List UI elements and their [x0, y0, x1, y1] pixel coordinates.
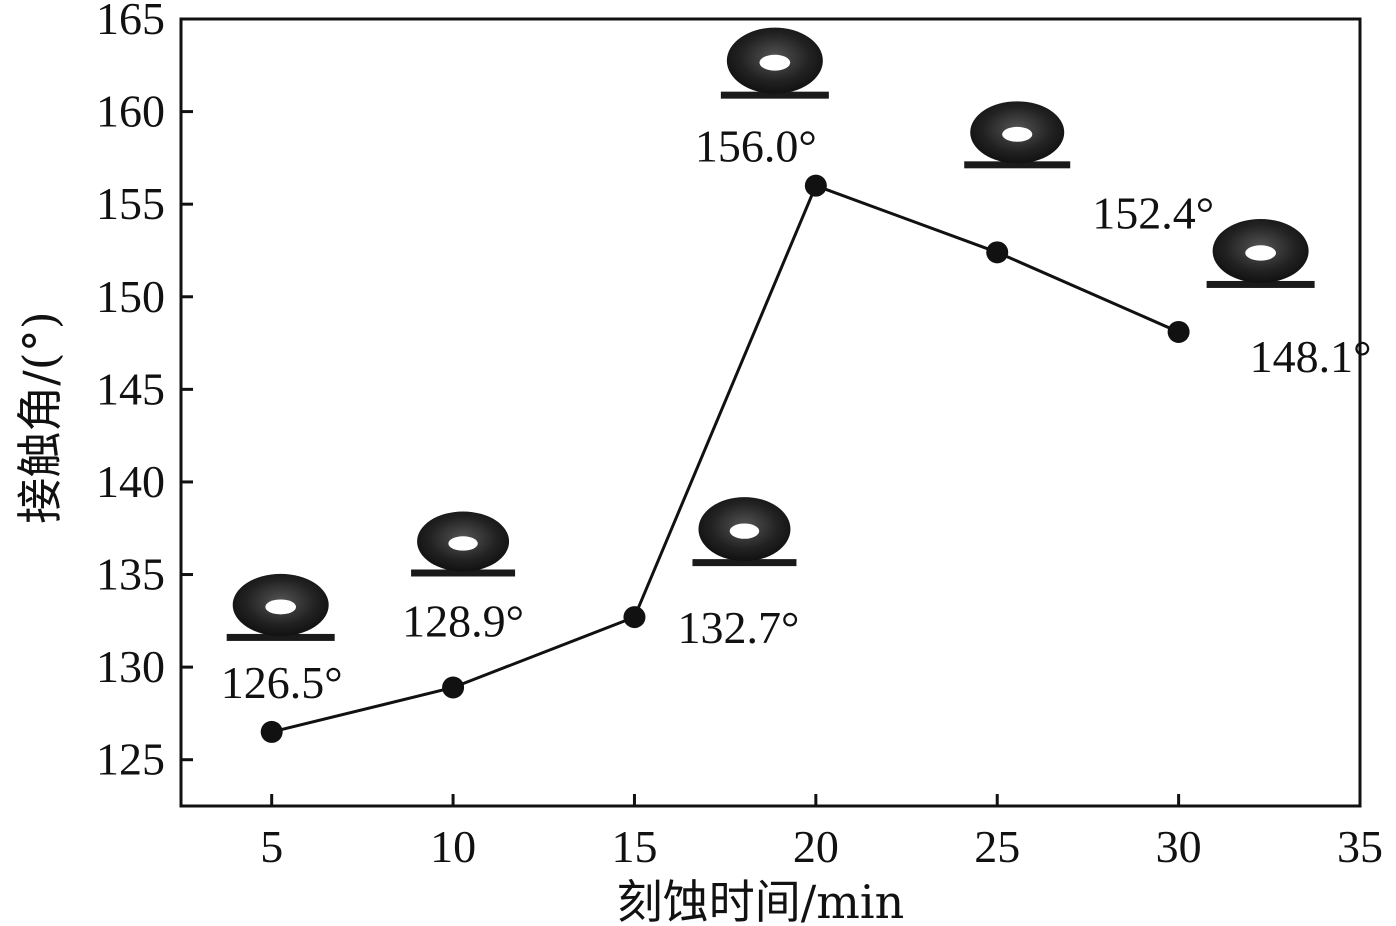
- x-tick-label: 5: [260, 821, 283, 872]
- substrate-bar: [964, 161, 1071, 169]
- data-point: [623, 606, 646, 629]
- data-point: [260, 720, 283, 743]
- y-tick-label: 160: [96, 86, 165, 137]
- droplet-highlight: [1245, 245, 1276, 261]
- x-tick-label: 35: [1337, 821, 1383, 872]
- substrate-bar: [411, 569, 516, 577]
- droplet-images: [226, 27, 1315, 641]
- droplet-icon: [411, 511, 516, 577]
- plot-frame: [179, 17, 1362, 808]
- y-tick-label: 140: [96, 456, 165, 507]
- x-tick-label: 10: [430, 821, 476, 872]
- droplet-highlight: [729, 523, 760, 539]
- droplet-icon: [720, 27, 829, 99]
- axes: 5 10 15 20 25 30 35 125 130 135 140 145 150 155 160 165…: [13, 0, 1383, 926]
- y-tick-label: 145: [96, 363, 165, 414]
- data-labels: 126.5° 128.9° 132.7° 156.0° 152.4° 148.1°: [221, 121, 1372, 708]
- substrate-bar: [1206, 280, 1315, 288]
- y-tick-label: 135: [96, 549, 165, 600]
- data-point: [1167, 320, 1190, 343]
- droplet-icon: [226, 573, 335, 641]
- series-line: [271, 183, 1180, 734]
- substrate-bar: [226, 633, 335, 641]
- data-label: 126.5°: [221, 657, 343, 708]
- data-label: 156.0°: [695, 121, 817, 172]
- droplet-highlight: [448, 536, 478, 551]
- x-axis-title: 刻蚀时间/min: [617, 875, 904, 926]
- substrate-bar: [692, 559, 797, 567]
- y-tick-label: 130: [96, 641, 165, 692]
- y-tick-label: 155: [96, 178, 165, 229]
- substrate-bar: [720, 91, 829, 99]
- data-point: [804, 174, 827, 197]
- x-tick-label: 15: [611, 821, 657, 872]
- data-label: 128.9°: [402, 595, 524, 646]
- droplet-highlight: [265, 599, 297, 615]
- y-tick-label: 150: [96, 271, 165, 322]
- droplet-highlight: [1002, 126, 1033, 142]
- data-series: [260, 174, 1190, 743]
- droplet-icon: [1206, 218, 1315, 288]
- data-label: 148.1°: [1250, 331, 1372, 382]
- droplet-icon: [964, 101, 1071, 169]
- data-label: 152.4°: [1092, 187, 1214, 238]
- data-point: [442, 676, 465, 699]
- droplet-icon: [692, 497, 797, 567]
- y-tick-label: 125: [96, 734, 165, 785]
- y-tick-label: 165: [96, 0, 165, 44]
- x-tick-label: 25: [974, 821, 1020, 872]
- y-axis-title: 接触角/(°): [13, 311, 67, 523]
- droplet-highlight: [759, 54, 791, 71]
- data-point: [986, 241, 1009, 264]
- data-label: 132.7°: [678, 602, 800, 653]
- x-tick-label: 30: [1156, 821, 1202, 872]
- x-tick-label: 20: [793, 821, 839, 872]
